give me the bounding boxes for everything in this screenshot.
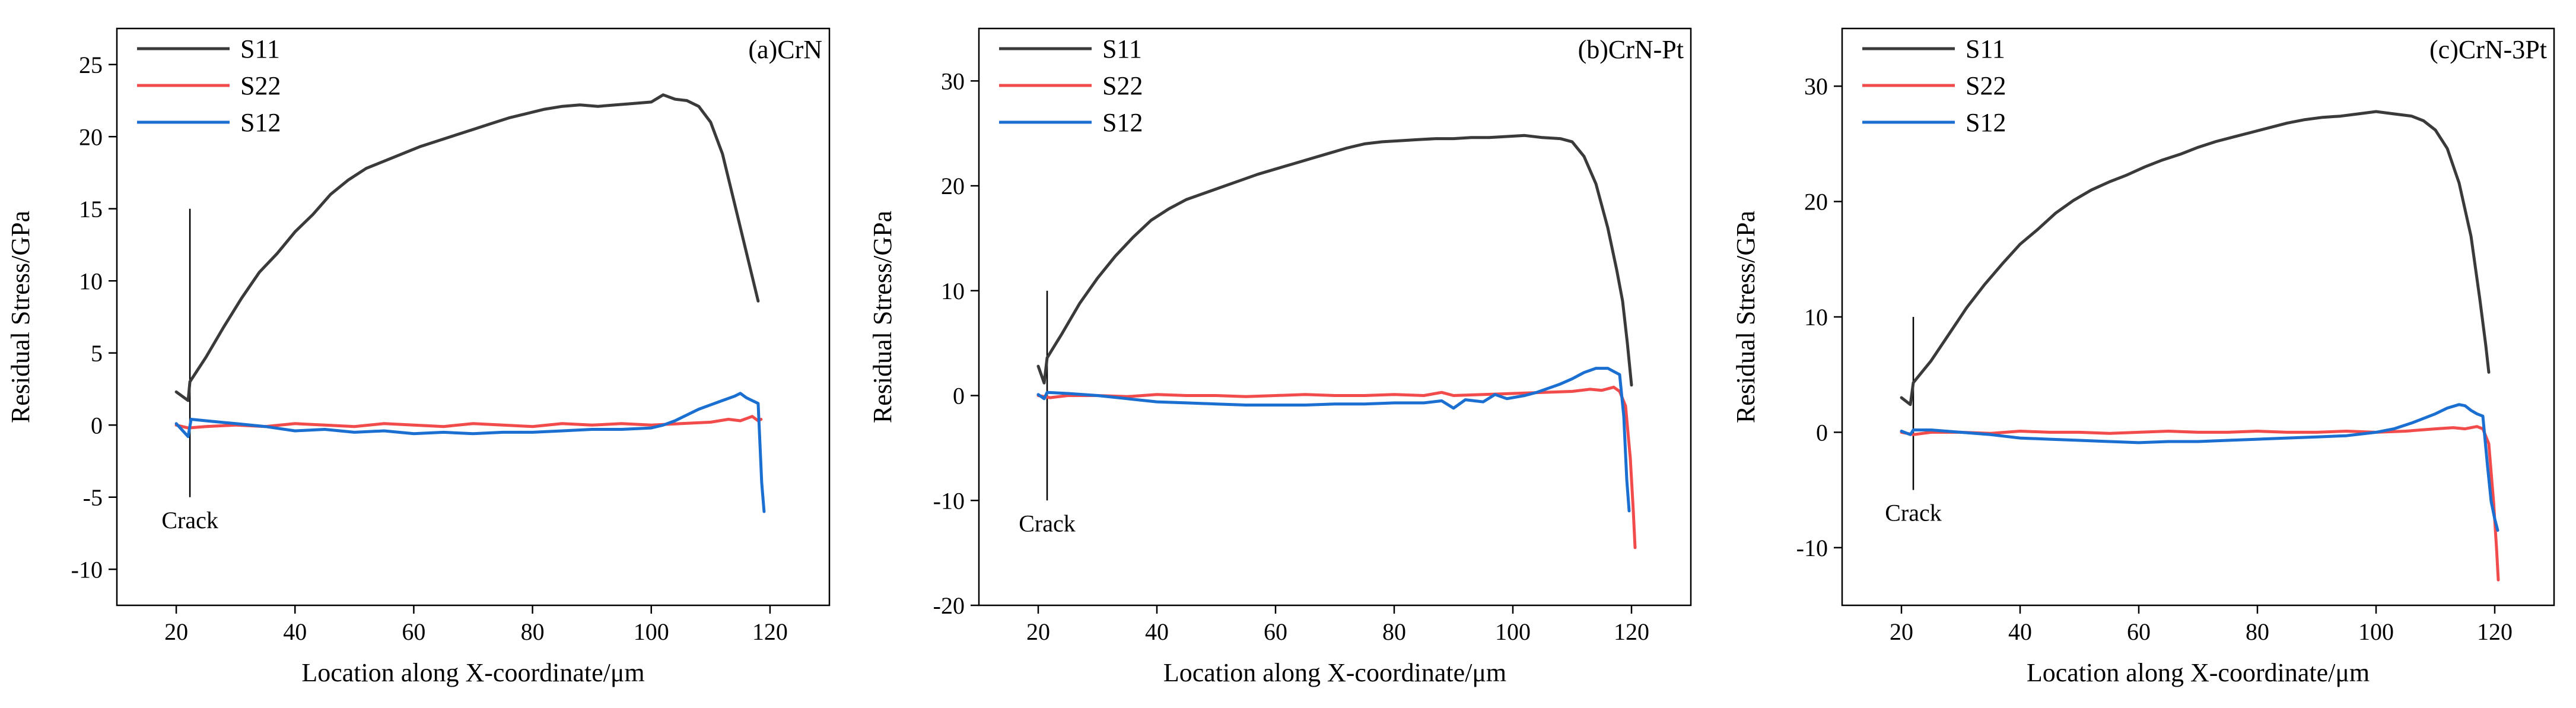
y-tick-label: -5 (83, 484, 103, 511)
series-line-s11 (1900, 110, 2491, 407)
panel-title: (b)CrN-Pt (1578, 35, 1684, 64)
y-tick-label: 10 (1804, 304, 1828, 331)
x-tick-label: 120 (752, 618, 788, 645)
y-tick-label: -20 (933, 592, 965, 619)
x-tick-label: 40 (283, 618, 307, 645)
x-tick-label: 80 (2246, 618, 2269, 645)
chart-panel-1: 20 40 60 80 100 120 -10 -5 0 5 10 15 20 25 Location al… (6, 27, 831, 687)
x-axis-title: Location along X-coordinate/μm (2027, 658, 2370, 687)
y-tick-label: 10 (79, 268, 103, 294)
x-tick-label: 80 (521, 618, 545, 645)
chart-panel-3: 20 40 60 80 100 120 -10 0 10 20 30 Location along X… (1731, 27, 2555, 687)
x-tick-label: 100 (634, 618, 669, 645)
x-axis-title: Location along X-coordinate/μm (1163, 658, 1506, 687)
y-tick-label: 20 (79, 123, 103, 150)
x-tick-label: 100 (1495, 618, 1531, 645)
y-tick-label: -10 (71, 556, 103, 583)
series-line-s12 (1036, 367, 1631, 513)
panel-title: (c)CrN-3Pt (2429, 35, 2547, 64)
series-line-s22 (1900, 425, 2500, 582)
legend-label-s11: S11 (1966, 34, 2005, 64)
x-tick-label: 20 (1026, 618, 1050, 645)
plot-frame (978, 27, 1692, 607)
y-axis-title: Residual Stress/GPa (1731, 211, 1760, 423)
y-tick-label: 0 (91, 412, 103, 439)
series-line-s11 (1036, 134, 1633, 387)
legend-label-s22: S22 (1966, 71, 2006, 100)
x-tick-label: 60 (402, 618, 425, 645)
x-tick-label: 20 (164, 618, 188, 645)
y-tick-label: 5 (91, 340, 103, 367)
series-line-s11 (174, 93, 760, 402)
crack-label: Crack (1019, 510, 1076, 536)
x-tick-label: 40 (1145, 618, 1169, 645)
y-tick-label: 25 (79, 52, 103, 78)
y-tick-label: 20 (941, 173, 965, 199)
crack-label: Crack (1885, 500, 1942, 526)
x-tick-label: 120 (2477, 618, 2513, 645)
series-line-s12 (1900, 403, 2499, 532)
y-tick-label: 30 (941, 68, 965, 94)
x-tick-label: 60 (1264, 618, 1287, 645)
panel-title: (a)CrN (748, 35, 822, 64)
legend-label-s12: S12 (1966, 108, 2006, 137)
x-tick-label: 20 (1890, 618, 1913, 645)
y-axis-title: Residual Stress/GPa (868, 211, 897, 423)
crack-label: Crack (161, 507, 218, 534)
legend-label-s12: S12 (240, 108, 281, 137)
y-axis-title: Residual Stress/GPa (6, 211, 35, 423)
legend-label-s11: S11 (240, 34, 280, 64)
x-tick-label: 60 (2127, 618, 2151, 645)
y-tick-label: 0 (1816, 419, 1828, 446)
legend-label-s22: S22 (1102, 71, 1143, 100)
plot-frame (116, 27, 831, 607)
x-tick-label: 80 (1382, 618, 1406, 645)
y-tick-label: 30 (1804, 73, 1828, 100)
series-line-s22 (1036, 385, 1637, 550)
y-tick-label: 0 (953, 383, 965, 409)
y-tick-label: 10 (941, 278, 965, 304)
x-axis-title: Location along X-coordinate/μm (301, 658, 644, 687)
legend-label-s22: S22 (240, 71, 281, 100)
y-tick-label: 15 (79, 196, 103, 223)
legend-label-s12: S12 (1102, 108, 1143, 137)
y-tick-label: 20 (1804, 189, 1828, 215)
legend-label-s11: S11 (1102, 34, 1142, 64)
y-tick-label: -10 (933, 487, 965, 514)
x-tick-label: 40 (2008, 618, 2032, 645)
y-tick-label: -10 (1796, 535, 1828, 561)
series-line-s12 (174, 392, 766, 513)
chart-panel-2: 20 40 60 80 100 120 -20 -10 0 10 20 30 Location alon… (868, 27, 1692, 687)
x-tick-label: 120 (1614, 618, 1649, 645)
x-tick-label: 100 (2358, 618, 2394, 645)
